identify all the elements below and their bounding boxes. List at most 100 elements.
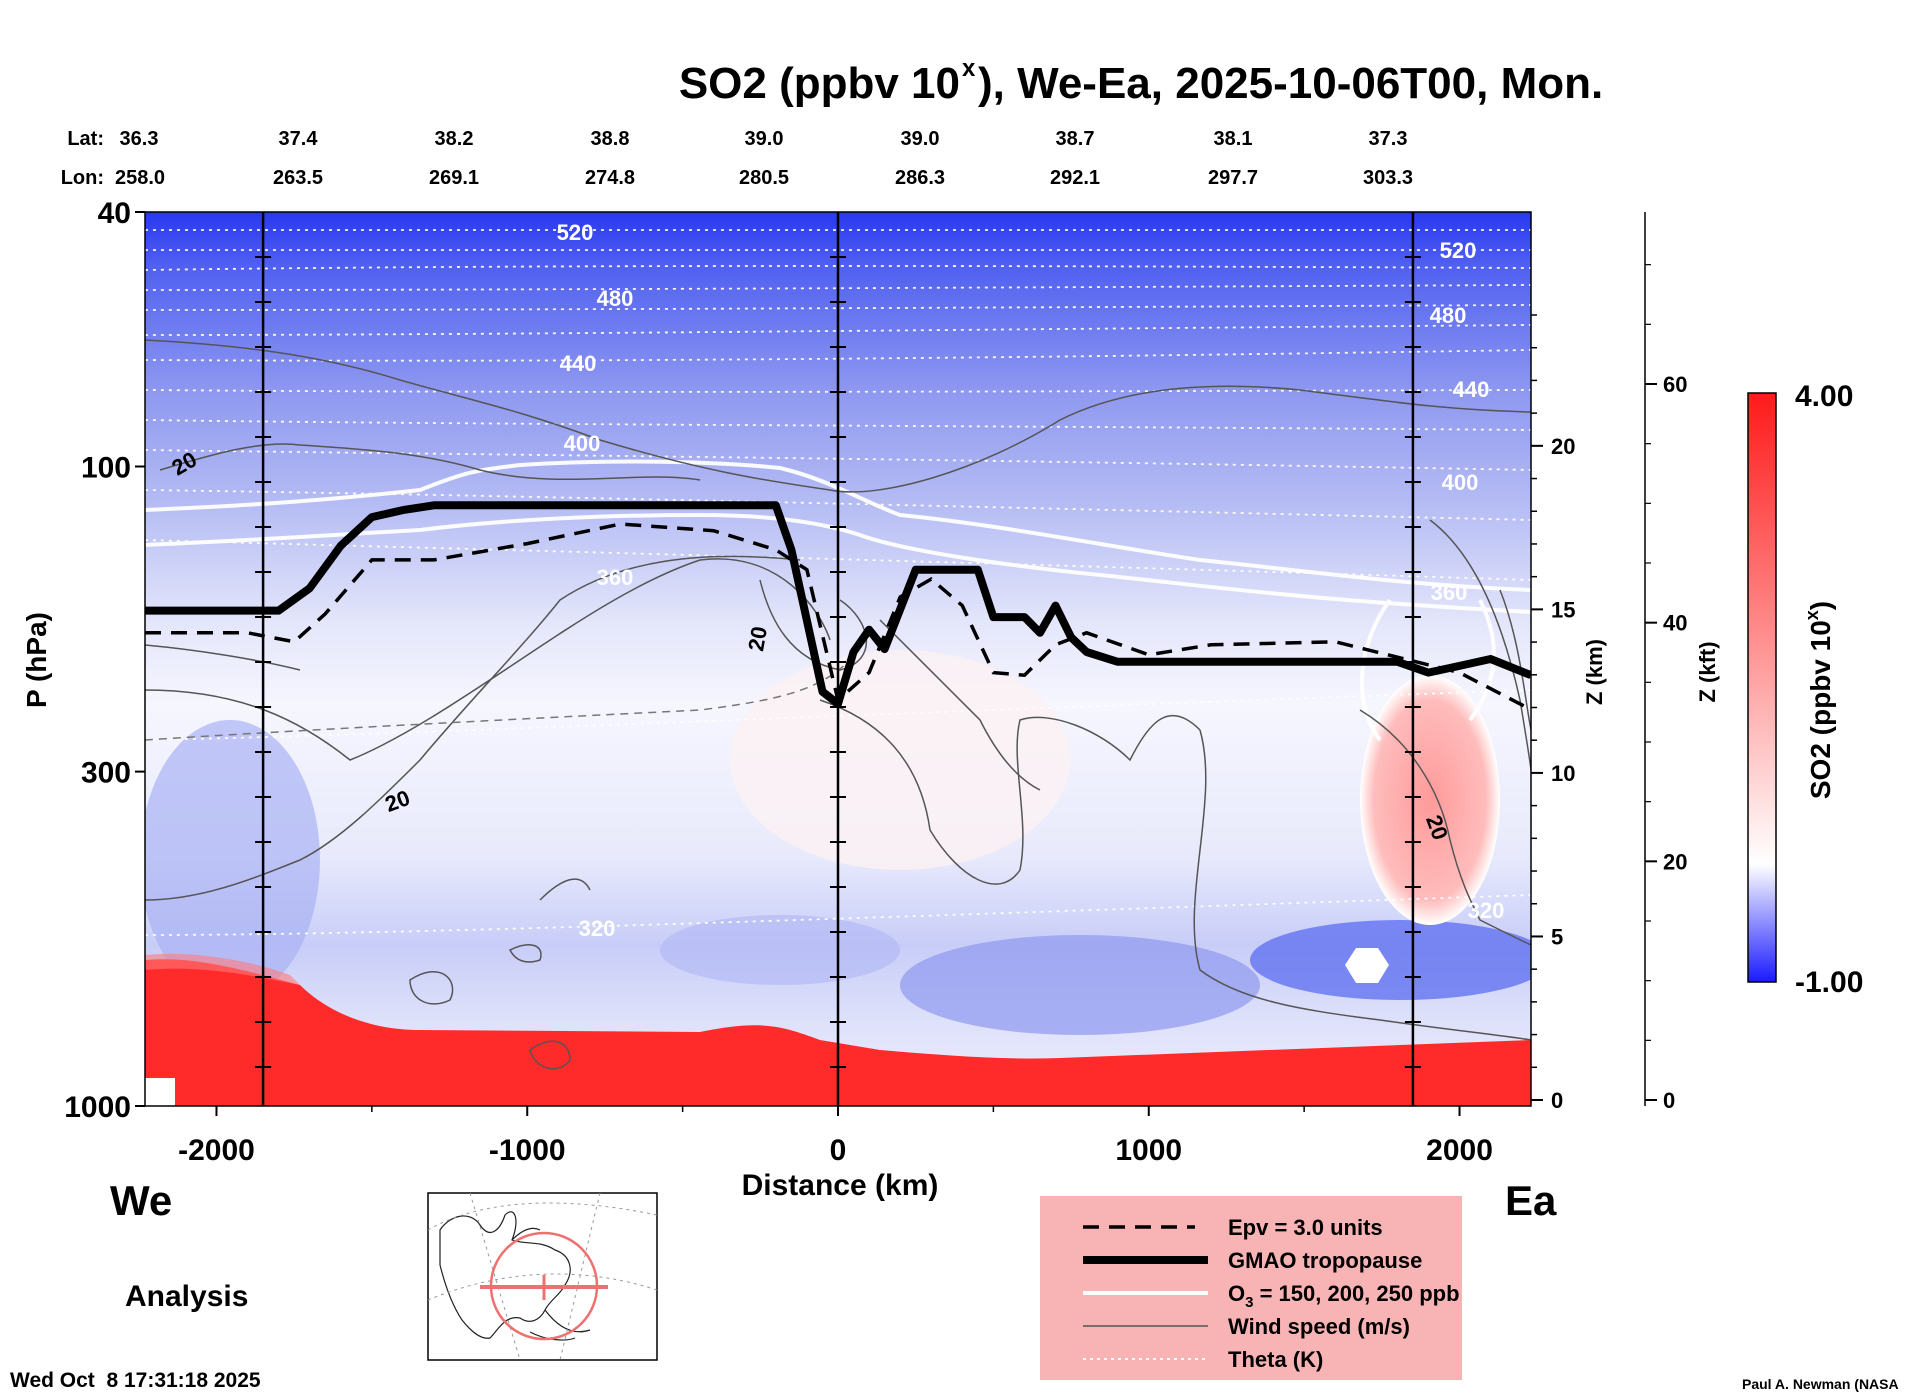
z-km-tick-label: 0 (1551, 1088, 1563, 1113)
theta-contour (145, 349, 1531, 362)
theta-contour (145, 539, 1531, 581)
z-kft-axis-title: Z (kft) (1695, 641, 1720, 702)
so2-patch (730, 650, 1070, 870)
theta-label-400: 400 (564, 431, 601, 456)
lat-value: 39.0 (745, 128, 784, 150)
colorbar-max-label: 4.00 (1795, 380, 1853, 413)
z-kft-tick-label: 20 (1663, 849, 1687, 874)
p-tick-label: 1000 (64, 1091, 131, 1124)
wind-speed-contour (819, 699, 1201, 885)
theta-contour (145, 389, 1531, 393)
legend: Epv = 3.0 units GMAO tropopause O3 = 150… (1083, 1215, 1460, 1372)
station-lines (255, 212, 1421, 1106)
theta-contours (145, 229, 1531, 936)
ozone-contour (145, 459, 1531, 592)
chart-title: SO2 (ppbv 10 (679, 59, 960, 108)
y-axis-title: P (hPa) (21, 612, 52, 708)
theta-label-400-east: 400 (1442, 470, 1479, 495)
wind-speed-contour (145, 644, 301, 671)
colorbar-min-label: -1.00 (1795, 966, 1863, 999)
theta-label-480-east: 480 (1430, 303, 1467, 328)
lat-value: 36.3 (120, 128, 159, 150)
z-km-tick-label: 20 (1551, 434, 1575, 459)
so2-patch (145, 720, 320, 1000)
analysis-label: Analysis (125, 1280, 248, 1313)
lat-value: 38.2 (435, 128, 474, 150)
theta-label-320: 320 (579, 916, 616, 941)
lon-value: 263.5 (273, 167, 323, 189)
p-tick-label: 100 (81, 451, 131, 484)
lat-value: 38.7 (1056, 128, 1095, 150)
x-tick-label: 1000 (1115, 1134, 1182, 1167)
theta-label-320-east: 320 (1468, 898, 1505, 923)
theta-contour (145, 489, 1531, 521)
legend-label-ozone: O3 = 150, 200, 250 ppb (1228, 1281, 1460, 1311)
theta-label-440-east: 440 (1453, 377, 1490, 402)
z-km-tick-label: 10 (1551, 761, 1575, 786)
wind-speed-contour (879, 619, 1041, 791)
z-km-tick-label: 15 (1551, 597, 1575, 622)
theta-contour (145, 304, 1531, 311)
p-tick-label: 40 (98, 197, 131, 230)
theta-label-520: 520 (557, 220, 594, 245)
coastline (511, 1227, 541, 1241)
z-km-axis-title: Z (km) (1582, 639, 1607, 705)
x-tick-label: -1000 (489, 1134, 566, 1167)
lat-value: 38.8 (591, 128, 630, 150)
so2-surface-band (145, 959, 1531, 1106)
legend-label-epv: Epv = 3.0 units (1228, 1215, 1383, 1240)
so2-patch (145, 1078, 175, 1106)
theta-label-520-east: 520 (1440, 238, 1477, 263)
lon-value: 280.5 (739, 167, 789, 189)
wind-speed-contour (145, 339, 1531, 493)
theta-label-480: 480 (597, 286, 634, 311)
lat-label: Lat: (67, 128, 104, 150)
lat-lon-row: 36.3 37.4 38.2 38.8 39.0 39.0 38.7 38.1 37.3 258.… (115, 128, 1413, 189)
lon-value: 258.0 (115, 167, 165, 189)
z-km-tick-label: 5 (1551, 924, 1563, 949)
z-kft-tick-label: 0 (1663, 1088, 1675, 1113)
so2-patch (660, 915, 900, 985)
svg-text:SO2 (ppbv 10x): SO2 (ppbv 10x) (1802, 601, 1836, 799)
credit: Paul A. Newman (NASA (1742, 1376, 1899, 1392)
west-label: We (110, 1177, 172, 1224)
x-tick-label: 0 (830, 1134, 847, 1167)
theta-contour (145, 689, 1531, 741)
theta-contour (145, 419, 1531, 431)
pressure-axis: 40 100 300 1000 (64, 197, 145, 1124)
lon-label: Lon: (61, 167, 104, 189)
ozone-contour (145, 512, 1531, 614)
x-axis: -2000 -1000 0 1000 2000 (178, 1106, 1493, 1167)
z-kft-axis: 0 20 40 60 (1644, 212, 1687, 1113)
coastline (529, 1331, 576, 1341)
theta-label-360-east: 360 (1431, 580, 1468, 605)
wind-speed-contour (529, 1040, 571, 1070)
x-axis-title: Distance (km) (742, 1169, 939, 1202)
wind-speed-contour (1193, 729, 1531, 1041)
wind-speed-contour (1359, 709, 1531, 946)
wind-speed-contour (159, 443, 701, 481)
colorbar-title: SO2 (ppbv 10x) (1802, 601, 1836, 799)
graticule (559, 1192, 601, 1361)
theta-contour (145, 324, 1531, 336)
wind-speed-contour (145, 558, 831, 761)
graticule (469, 1192, 521, 1361)
timestamp: Wed Oct 8 17:31:18 2025 (10, 1369, 261, 1392)
wind-speed-contour (409, 970, 454, 1005)
wind-label-20-c: 20 (743, 624, 772, 652)
z-kft-tick-label: 40 (1663, 611, 1687, 636)
lat-value: 37.3 (1369, 128, 1408, 150)
secondary-dashed-contour (145, 659, 851, 741)
chart-title-superscript: x (962, 55, 976, 82)
lon-value: 274.8 (585, 167, 635, 189)
theta-contour (145, 449, 1531, 471)
legend-label-wind: Wind speed (m/s) (1228, 1314, 1410, 1339)
colorbar (1747, 392, 1777, 983)
plot-area (145, 212, 1531, 1106)
lon-value: 269.1 (429, 167, 479, 189)
lat-value: 39.0 (901, 128, 940, 150)
map-gridlines (427, 1192, 658, 1361)
east-label: Ea (1505, 1177, 1557, 1224)
x-tick-label: 2000 (1426, 1134, 1493, 1167)
z-km-axis: 0 5 10 15 20 (1531, 314, 1575, 1113)
